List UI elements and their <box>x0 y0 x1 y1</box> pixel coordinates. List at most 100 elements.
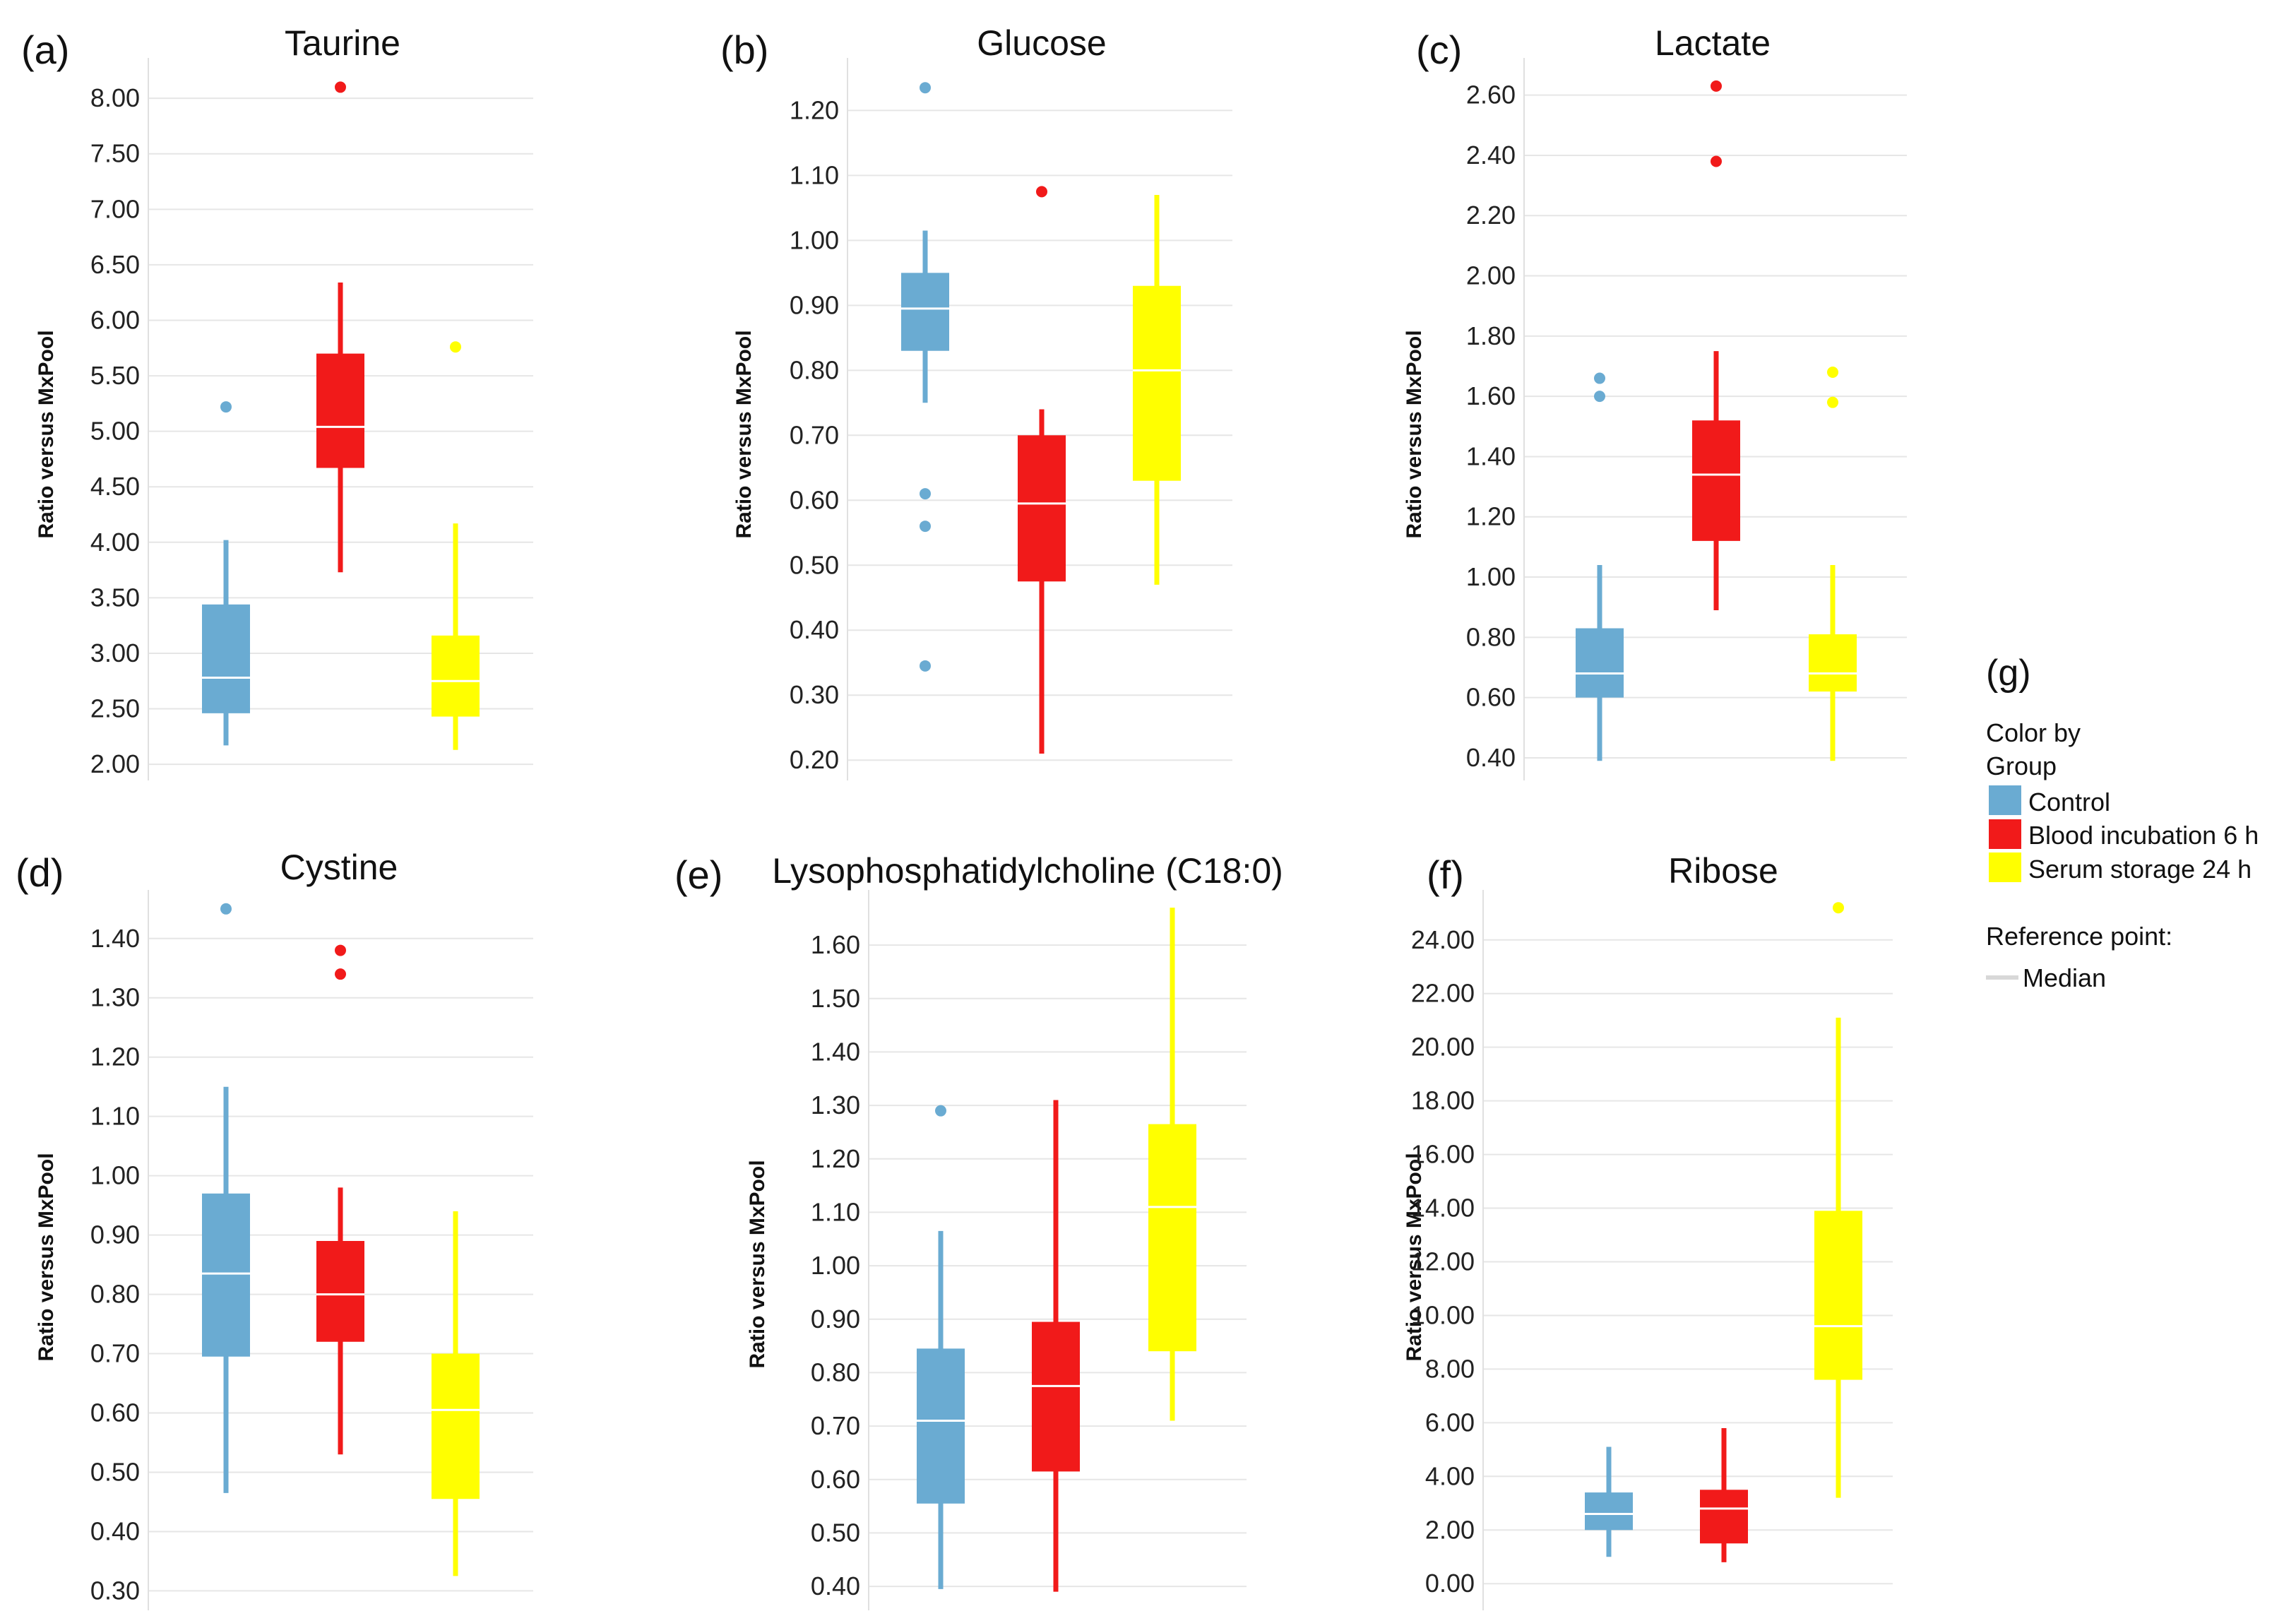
y-tick-label: 18.00 <box>1411 1086 1475 1115</box>
y-tick-label: 1.20 <box>1466 502 1516 531</box>
outlier-point-blood <box>1711 80 1722 92</box>
y-tick-label: 0.80 <box>811 1357 860 1386</box>
y-tick-label: 0.90 <box>790 290 839 319</box>
chart-5: (e) Lysophosphatidylcholine (C18:0) Ratio … <box>674 851 1283 1610</box>
y-tick-label: 0.40 <box>790 615 839 644</box>
box-control <box>1576 628 1624 698</box>
chart-6: (f) Ribose Ratio versus MxPool 0.00 2.00 4.00… <box>1403 851 1893 1610</box>
y-tick-label: 20.00 <box>1411 1033 1475 1062</box>
y-tick-label: 0.40 <box>1466 743 1516 772</box>
y-tick-label: 14.00 <box>1411 1194 1475 1223</box>
outlier-point-control <box>920 521 931 533</box>
y-tick-label: 0.50 <box>811 1518 860 1547</box>
legend-swatch-serum <box>1989 852 2021 882</box>
y-tick-label: 1.60 <box>1466 381 1516 410</box>
legend-swatch-blood <box>1989 819 2021 849</box>
y-tick-label: 1.30 <box>90 983 140 1012</box>
panel-label: (c) <box>1416 28 1462 72</box>
y-tick-label: 16.00 <box>1411 1140 1475 1169</box>
box-serum <box>432 635 480 717</box>
box-blood <box>1700 1490 1748 1544</box>
legend-reference-item: Median <box>2023 963 2106 992</box>
chart-title: Taurine <box>285 23 400 63</box>
y-axis-label: Ratio versus MxPool <box>1403 330 1426 538</box>
y-tick-label: 2.00 <box>1466 261 1516 290</box>
panel-label: (a) <box>21 28 69 72</box>
box-serum <box>1148 1124 1196 1352</box>
y-tick-label: 0.60 <box>811 1465 860 1494</box>
legend-title-line2: Group <box>1986 751 2057 780</box>
y-axis-label: Ratio versus MxPool <box>1403 1153 1426 1361</box>
outlier-point-blood <box>335 81 346 93</box>
y-tick-label: 2.20 <box>1466 201 1516 230</box>
chart-title: Lysophosphatidylcholine (C18:0) <box>772 851 1283 891</box>
box-blood <box>1018 435 1066 582</box>
y-tick-label: 1.00 <box>790 225 839 254</box>
y-tick-label: 0.80 <box>790 355 839 384</box>
y-tick-label: 1.20 <box>790 95 839 124</box>
chart-2: (b) Glucose Ratio versus MxPool 0.20 0.30 0.4… <box>720 23 1232 780</box>
outlier-point-serum <box>1827 367 1838 379</box>
y-axis-label: Ratio versus MxPool <box>35 1153 58 1361</box>
charts-group: (a) Taurine Ratio versus MxPool 2.00 2.50 3.0… <box>16 23 1907 1610</box>
y-tick-label: 12.00 <box>1411 1247 1475 1276</box>
y-tick-label: 0.40 <box>811 1572 860 1600</box>
y-tick-label: 4.00 <box>90 528 140 557</box>
y-tick-label: 1.10 <box>790 160 839 189</box>
y-tick-label: 8.00 <box>1425 1354 1475 1383</box>
y-tick-label: 1.10 <box>811 1197 860 1226</box>
chart-3: (c) Lactate Ratio versus MxPool 0.40 0.60 0.8… <box>1403 23 1907 780</box>
outlier-point-serum <box>450 341 461 353</box>
legend: (g) Color by Group Control Blood incubat… <box>1986 653 2259 992</box>
y-tick-label: 2.40 <box>1466 141 1516 170</box>
legend-item-blood: Blood incubation 6 h <box>2028 821 2259 850</box>
y-tick-label: 24.00 <box>1411 925 1475 954</box>
box-blood <box>316 353 364 468</box>
y-tick-label: 1.40 <box>90 924 140 953</box>
panel-label: (b) <box>720 28 768 72</box>
y-tick-label: 3.50 <box>90 583 140 612</box>
y-tick-label: 6.00 <box>90 305 140 334</box>
y-tick-label: 5.50 <box>90 361 140 390</box>
y-tick-label: 22.00 <box>1411 979 1475 1008</box>
box-control <box>202 604 250 713</box>
outlier-point-control <box>220 401 232 413</box>
outlier-point-control <box>1594 372 1605 384</box>
y-axis-label: Ratio versus MxPool <box>35 330 58 538</box>
y-axis-label: Ratio versus MxPool <box>732 330 756 538</box>
y-tick-label: 0.60 <box>1466 683 1516 712</box>
outlier-point-blood <box>1036 186 1047 198</box>
chart-4: (d) Cystine Ratio versus MxPool 0.30 0.40 0.5… <box>16 848 533 1610</box>
y-tick-label: 0.80 <box>90 1280 140 1309</box>
y-tick-label: 5.00 <box>90 417 140 446</box>
y-tick-label: 0.30 <box>790 680 839 709</box>
y-tick-label: 7.50 <box>90 139 140 168</box>
outlier-point-control <box>920 660 931 672</box>
y-tick-label: 2.00 <box>1425 1515 1475 1544</box>
y-tick-label: 0.40 <box>90 1516 140 1545</box>
box-blood <box>1692 420 1740 541</box>
y-tick-label: 0.70 <box>811 1411 860 1440</box>
y-tick-label: 7.00 <box>90 194 140 223</box>
y-tick-label: 0.50 <box>790 550 839 579</box>
panel-label: (e) <box>674 852 722 897</box>
chart-title: Cystine <box>280 848 398 887</box>
box-blood <box>316 1241 364 1342</box>
y-tick-label: 8.00 <box>90 83 140 112</box>
chart-title: Ribose <box>1668 851 1778 891</box>
y-axis-label: Ratio versus MxPool <box>746 1160 769 1368</box>
y-tick-label: 1.20 <box>811 1144 860 1173</box>
chart-title: Glucose <box>977 23 1106 63</box>
y-tick-label: 6.00 <box>1425 1408 1475 1437</box>
y-tick-label: 0.90 <box>90 1220 140 1249</box>
y-tick-label: 1.10 <box>90 1102 140 1131</box>
legend-item-control: Control <box>2028 788 2110 816</box>
box-serum <box>432 1353 480 1499</box>
y-tick-label: 0.30 <box>90 1576 140 1605</box>
y-tick-label: 2.60 <box>1466 81 1516 109</box>
outlier-point-control <box>1594 391 1605 403</box>
y-tick-label: 4.50 <box>90 472 140 501</box>
y-tick-label: 0.00 <box>1425 1569 1475 1598</box>
chart-1: (a) Taurine Ratio versus MxPool 2.00 2.50 3.0… <box>21 23 533 780</box>
